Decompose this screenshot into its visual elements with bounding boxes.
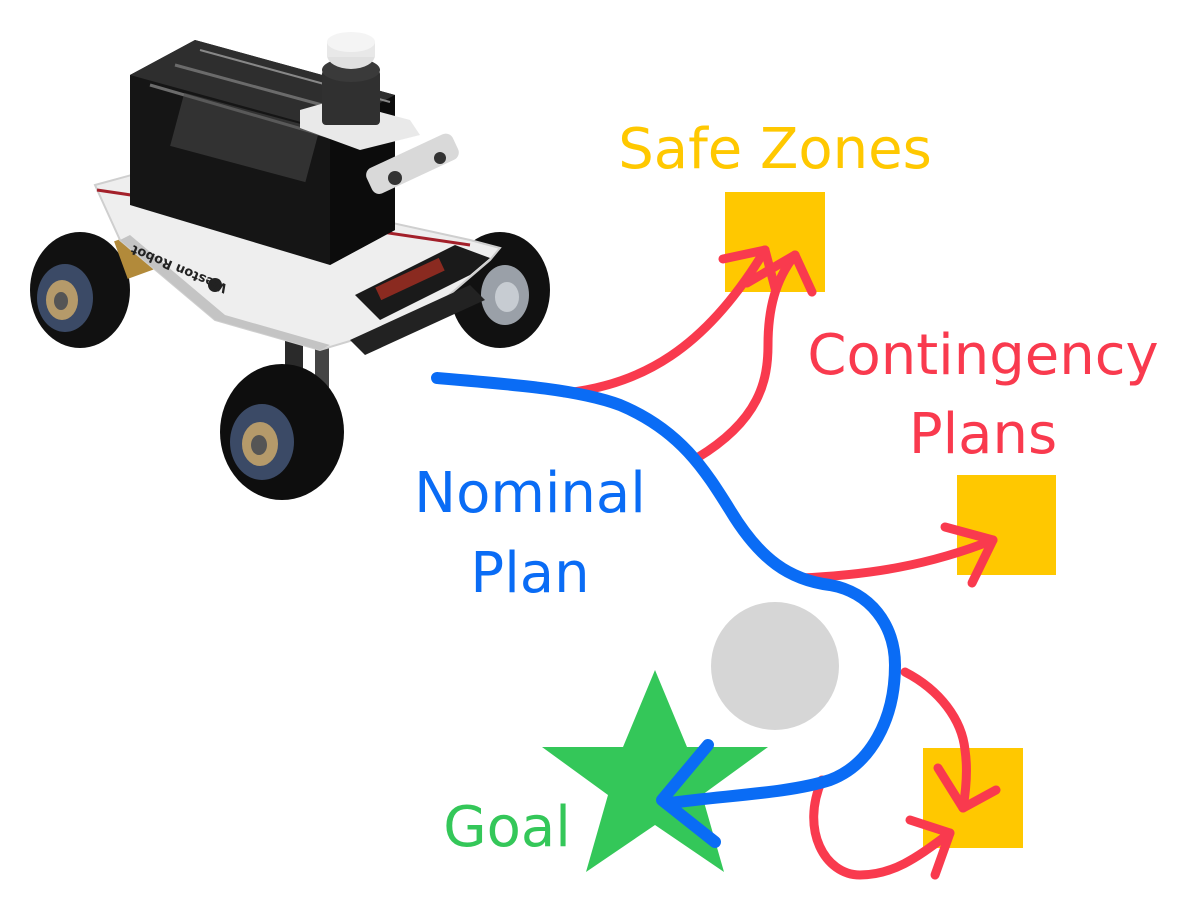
safe-zones-label: Safe Zones: [618, 117, 932, 182]
contingency-arrowhead-5: [905, 815, 955, 880]
contingency-path-5: [809, 775, 955, 880]
robot-front-camera: [366, 133, 459, 194]
goal-label: Goal: [443, 795, 571, 860]
goal-star-icon: [542, 670, 768, 872]
contingency-path-1: [560, 245, 770, 398]
robot-wheel-front-left: [220, 364, 344, 500]
contingency-path-4: [900, 667, 971, 813]
contingency-arrowhead-1: [718, 245, 780, 293]
safe-zone-middle-right: [957, 475, 1056, 575]
robot-lidar: [300, 32, 420, 150]
robot-front-bumper: [350, 245, 490, 355]
contingency-path-2: [692, 250, 800, 463]
contingency-label-line2: Plans: [909, 402, 1057, 467]
nominal-label-line2: Plan: [470, 541, 589, 606]
robot-wheel-rear-left: [30, 232, 130, 348]
nominal-label-line1: Nominal: [414, 461, 646, 526]
contingency-label-line1: Contingency: [807, 323, 1158, 388]
contingency-arrowhead-2: [742, 250, 817, 297]
contingency-arrowhead-3: [940, 522, 998, 588]
labels: Safe Zones Contingency Plans Nominal Pla…: [414, 117, 1158, 860]
contingency-arrowhead-4: [933, 763, 1001, 813]
robot-illustration: Weston Robot: [30, 32, 550, 500]
nominal-path: [431, 372, 901, 809]
nominal-arrowhead: [656, 739, 721, 848]
obstacle: [711, 602, 839, 730]
contingency-path-3: [795, 535, 998, 583]
contingency-plans: [560, 245, 1001, 880]
nominal-plan: [431, 372, 901, 848]
